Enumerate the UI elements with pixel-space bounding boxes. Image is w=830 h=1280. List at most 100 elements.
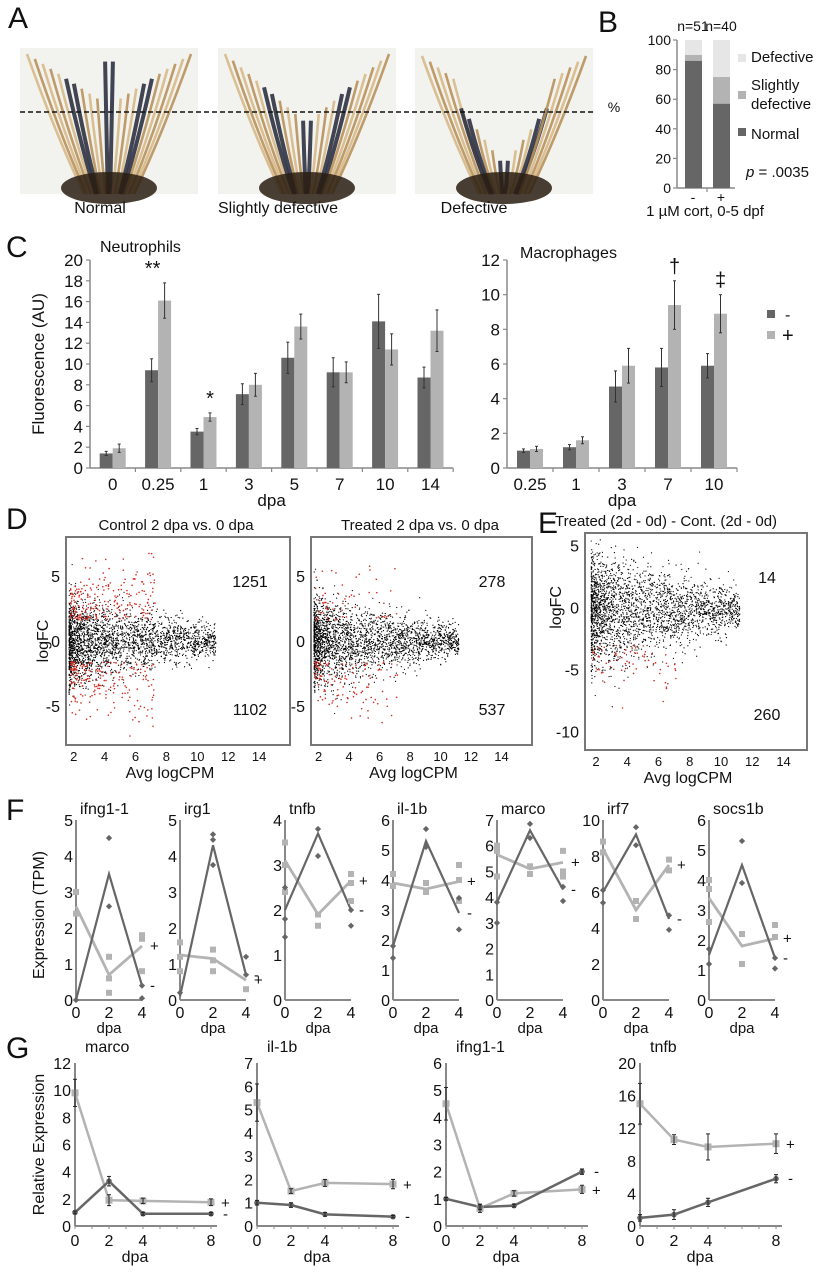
gene-point [151, 650, 153, 652]
de-gene-point [152, 573, 154, 576]
gene-point [336, 672, 338, 674]
gene-point [123, 682, 125, 684]
gene-point [205, 642, 207, 644]
gene-point [71, 646, 73, 648]
de-gene-point [81, 557, 84, 560]
gene-point [205, 621, 207, 623]
bar-minus [326, 372, 340, 468]
de-gene-point [74, 590, 77, 592]
gene-point [397, 641, 400, 644]
gene-point [213, 627, 215, 629]
gene-point [386, 654, 388, 656]
de-gene-point [139, 668, 142, 671]
gene-point [388, 623, 391, 625]
gene-point [92, 679, 94, 681]
gene-point [146, 621, 148, 623]
gene-point [71, 620, 73, 622]
gene-point [428, 653, 430, 656]
gene-point [161, 645, 163, 647]
gene-point [157, 641, 159, 643]
gene-point [91, 644, 94, 646]
gene-point [332, 642, 334, 645]
gene-point [71, 651, 73, 653]
gene-point [175, 647, 177, 649]
gene-point [79, 649, 81, 651]
de-gene-point [131, 584, 133, 587]
gene-point [169, 653, 171, 656]
gene-point [401, 659, 403, 661]
gene-point [213, 640, 215, 642]
gene-point [200, 641, 202, 644]
gene-point [102, 609, 104, 611]
gene-point [183, 636, 186, 638]
gene-point [329, 600, 331, 603]
gene-point [328, 621, 330, 623]
gene-point [389, 614, 391, 616]
de-gene-point [74, 665, 76, 668]
gene-point [379, 640, 381, 642]
gene-point [79, 686, 81, 688]
gene-point [78, 659, 81, 662]
gene-point [102, 659, 105, 661]
gene-point [182, 643, 184, 645]
gene-point [358, 650, 360, 652]
gene-point [68, 590, 70, 592]
gene-point [88, 650, 91, 653]
gene-point [79, 672, 81, 675]
gene-point [357, 651, 359, 653]
gene-point [147, 639, 150, 641]
gene-point [131, 621, 133, 623]
x-tick-label: 8 [163, 749, 170, 764]
gene-point [333, 609, 336, 612]
de-gene-point [152, 689, 155, 691]
gene-point [140, 617, 142, 620]
gene-point [154, 640, 156, 642]
gene-point [122, 628, 124, 630]
gene-point [117, 653, 119, 655]
gene-point [175, 641, 177, 643]
gene-point [70, 667, 72, 669]
gene-point [128, 635, 130, 637]
de-gene-point [146, 715, 148, 717]
gene-point [348, 649, 350, 651]
gene-point [97, 637, 99, 639]
de-gene-point [151, 591, 154, 593]
gene-point [89, 658, 91, 660]
gene-point [140, 643, 142, 645]
gene-point [160, 642, 162, 644]
gene-point [124, 643, 126, 645]
gene-point [89, 659, 91, 661]
gene-point [157, 637, 160, 640]
gene-point [337, 621, 340, 623]
gene-point [358, 620, 360, 622]
gene-point [208, 634, 210, 636]
gene-point [362, 650, 364, 652]
gene-point [108, 648, 110, 650]
gene-point [75, 662, 78, 664]
gene-point [407, 654, 409, 656]
gene-point [132, 654, 134, 656]
gene-point [76, 660, 78, 662]
gene-point [145, 637, 147, 639]
de-gene-point [149, 595, 152, 597]
gene-point [71, 641, 73, 644]
gene-point [400, 636, 402, 639]
gene-point [207, 644, 209, 647]
gene-point [116, 640, 118, 642]
gene-point [144, 626, 146, 628]
gene-point [196, 629, 198, 631]
gene-point [87, 638, 89, 640]
gene-point [335, 614, 337, 616]
gene-point [323, 641, 326, 643]
gene-point [394, 628, 396, 630]
gene-point [88, 649, 90, 651]
gene-point [350, 647, 352, 650]
gene-point [399, 617, 401, 619]
gene-point [446, 633, 448, 636]
gene-point [389, 639, 392, 641]
gene-point [168, 631, 170, 633]
gene-point [319, 602, 321, 604]
gene-point [88, 632, 90, 634]
gene-point [189, 642, 191, 644]
de-gene-point [78, 678, 81, 681]
